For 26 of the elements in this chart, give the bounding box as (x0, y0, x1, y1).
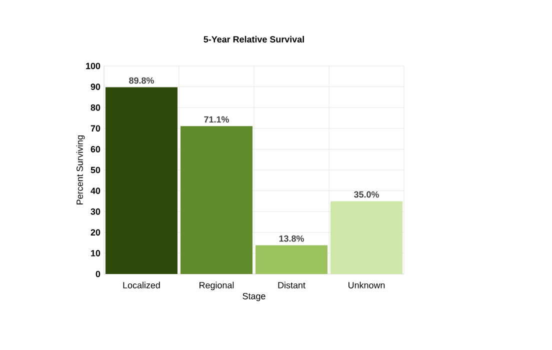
y-tick-label: 40 (90, 188, 100, 194)
bar (180, 126, 253, 274)
y-tick-label: 50 (90, 166, 100, 174)
x-axis-title: Stage (242, 292, 266, 302)
y-tick-label: 30 (90, 208, 100, 215)
y-tick-label: 10 (91, 250, 100, 256)
bar (330, 201, 403, 274)
data-label: 13.8% (279, 235, 304, 242)
data-label: 89.8% (129, 77, 154, 84)
y-axis-title: Percent Surviving (76, 135, 85, 204)
y-tick-label: 100 (86, 62, 100, 70)
y-tick-label: 70 (90, 125, 100, 132)
data-label: 71.1% (204, 116, 229, 123)
y-tick-label: 60 (90, 146, 100, 152)
bar (106, 87, 178, 274)
x-tick-label: Localized (123, 282, 160, 288)
x-tick-label: Unknown (348, 282, 385, 288)
y-tick-label: 90 (90, 84, 100, 90)
x-tick-label: Distant (278, 282, 306, 288)
bar (256, 245, 328, 274)
data-label: 35.0% (354, 191, 379, 198)
y-tick-label: 20 (90, 229, 100, 236)
chart-title: 5-Year Relative Survival (204, 36, 304, 43)
y-tick-label: 0 (96, 270, 100, 278)
x-tick-label: Regional (200, 282, 234, 290)
y-tick-label: 80 (90, 104, 100, 111)
